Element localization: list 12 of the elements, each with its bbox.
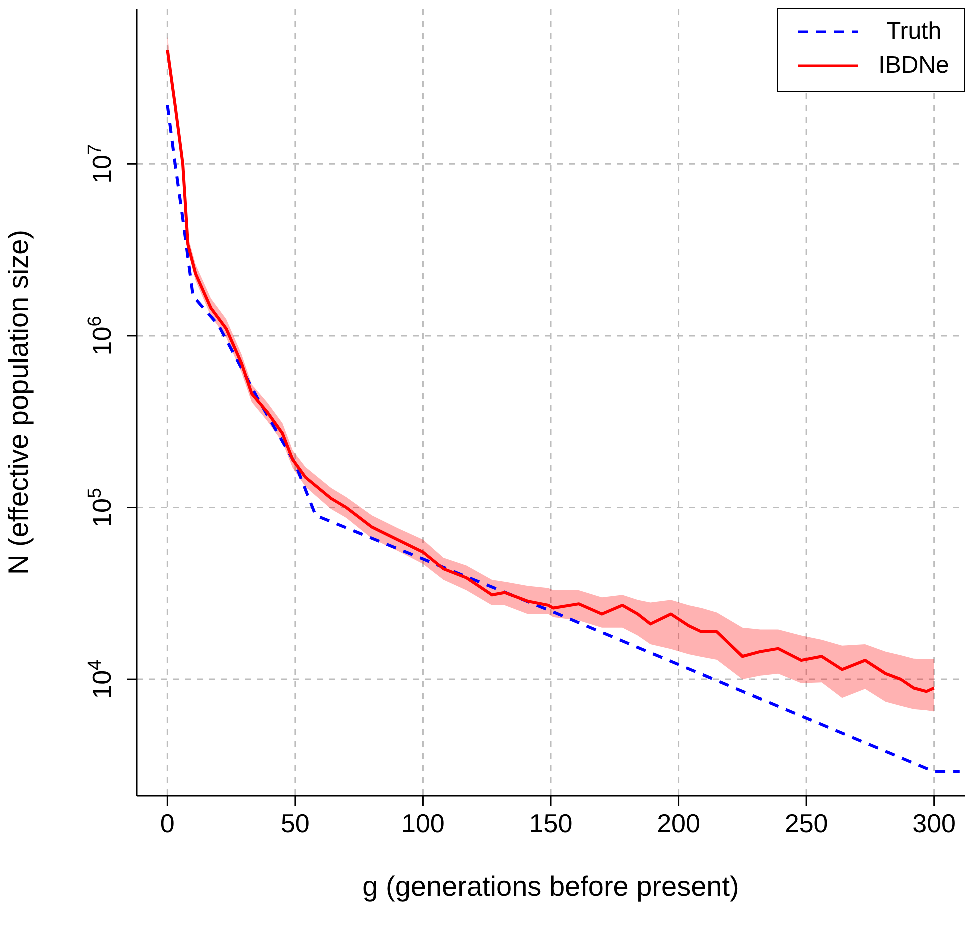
legend-label: IBDNe [878, 52, 950, 80]
line-series [166, 104, 962, 774]
x-tick-label: 250 [784, 808, 828, 838]
y-axis-title: N (effective population size) [2, 230, 34, 575]
x-tick-label: 50 [280, 808, 310, 838]
x-axis-title: g (generations before present) [362, 871, 740, 902]
x-tick-label: 100 [402, 808, 445, 838]
x-tick-label: 300 [912, 808, 956, 838]
x-tick-label: 0 [160, 808, 175, 838]
x-tick-label: 200 [657, 808, 700, 838]
legend-label: Truth [885, 18, 943, 46]
x-tick-label: 150 [529, 808, 573, 838]
